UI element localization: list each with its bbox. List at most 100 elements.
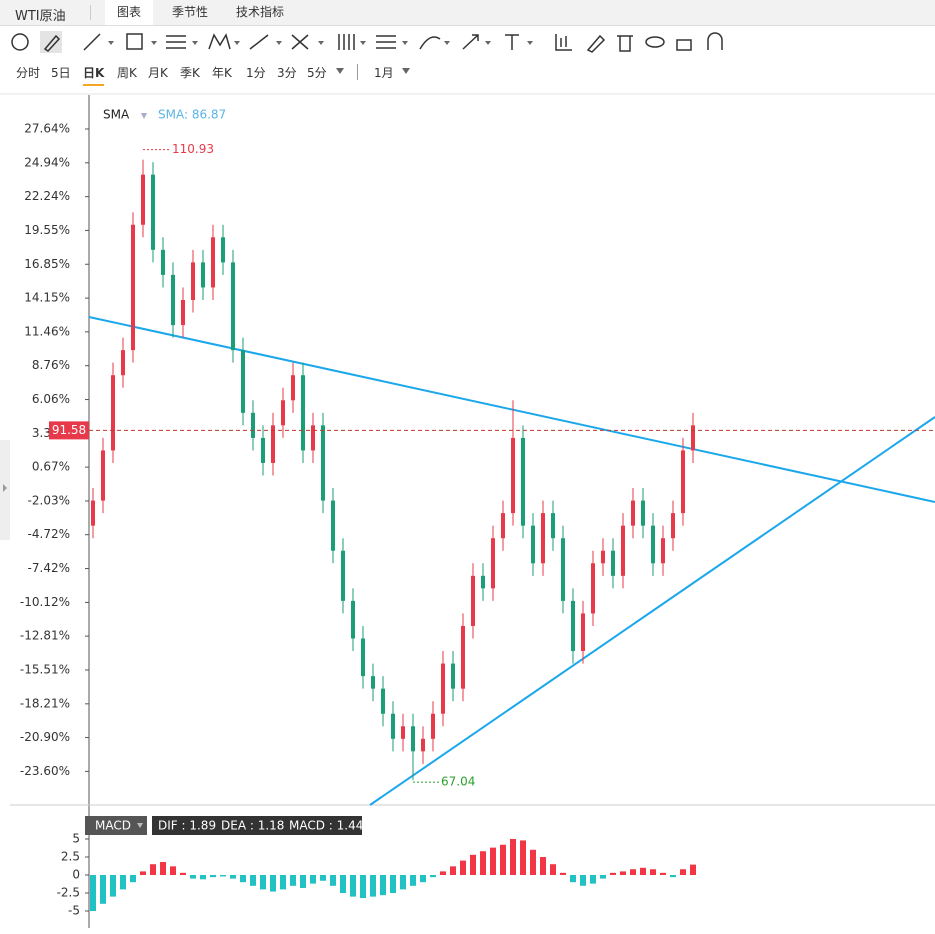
period-button[interactable]: 日K (83, 64, 105, 86)
macd-bar (250, 874, 256, 886)
y-tick-label: -10.12% (20, 595, 70, 609)
period-button[interactable]: 分时 (16, 66, 41, 80)
macd-bar (570, 874, 576, 883)
tool-icon[interactable] (83, 33, 101, 51)
candle-body (581, 613, 585, 652)
tool-icon[interactable] (419, 36, 441, 50)
macd-bar (420, 874, 426, 883)
candle-body (621, 525, 625, 576)
candle-body (481, 575, 485, 589)
y-tick-label: -7.42% (28, 561, 70, 575)
tool-icon[interactable] (376, 35, 396, 49)
tab[interactable]: 季节性 (172, 5, 209, 19)
macd-bar (210, 874, 216, 878)
macd-bar (260, 874, 266, 890)
tool-icon[interactable] (291, 34, 309, 50)
candle-body (351, 600, 355, 639)
period-button[interactable]: 周K (117, 66, 137, 80)
dropdown-arrows[interactable] (108, 41, 533, 45)
tool-icon[interactable] (338, 34, 355, 50)
period-button[interactable]: 季K (180, 66, 200, 80)
tool-icon[interactable] (586, 34, 606, 53)
candle-body (281, 400, 285, 426)
tool-icon[interactable] (617, 35, 633, 52)
period-button[interactable]: 年K (212, 66, 232, 80)
macd-bar (150, 864, 156, 875)
dropdown-arrows[interactable] (336, 68, 410, 74)
macd-bar (490, 847, 496, 875)
candle-body (121, 350, 125, 376)
candle-body (131, 224, 135, 351)
y-tick-label: -23.60% (20, 764, 70, 778)
candle-body (421, 738, 425, 752)
tab[interactable]: 技术指标 (236, 5, 285, 19)
tool-icon[interactable] (43, 34, 61, 52)
tool-icon[interactable] (249, 34, 269, 50)
candle-body (201, 262, 205, 288)
macd-bar (320, 874, 326, 881)
candle-body (331, 500, 335, 551)
trend-line[interactable] (369, 416, 935, 806)
macd-bar (510, 838, 516, 875)
range-select[interactable]: 1月 (374, 66, 394, 80)
candle-body (451, 663, 455, 689)
macd-bar (600, 874, 606, 879)
y-tick-label: -5 (68, 904, 80, 918)
y-tick-label: 6.06% (32, 392, 70, 406)
tool-icon[interactable] (462, 34, 479, 50)
y-tick-label: 16.85% (24, 257, 70, 271)
tool-icon[interactable] (126, 33, 143, 50)
toolbar (11, 31, 723, 53)
macd-bar (400, 874, 406, 890)
tool-icon[interactable] (11, 33, 29, 51)
period-button[interactable]: 月K (148, 66, 168, 80)
macd-bar (370, 874, 376, 897)
y-tick-label: 19.55% (24, 223, 70, 237)
candle-body (401, 726, 405, 739)
macd-button[interactable] (85, 816, 147, 835)
candle-body (461, 625, 465, 689)
tool-icon[interactable] (707, 32, 723, 50)
y-tick-label: 8.76% (32, 358, 70, 372)
period-button[interactable]: 1分 (246, 66, 266, 80)
separator (357, 64, 358, 80)
tool-icon[interactable] (555, 34, 572, 51)
period-button[interactable]: 5日 (51, 66, 71, 80)
candle-body (241, 350, 245, 413)
instrument-title: WTI原油 (15, 9, 66, 24)
macd-bar (540, 856, 546, 875)
macd-bar (520, 840, 526, 875)
macd-bar (220, 874, 226, 877)
macd-bar (120, 874, 126, 890)
candle-body (681, 450, 685, 514)
period-button[interactable]: 3分 (277, 66, 297, 80)
macd-bar (630, 869, 636, 875)
candle-body (91, 500, 95, 526)
candle-body (601, 550, 605, 564)
macd-bar (190, 874, 196, 879)
dropdown-arrow[interactable] (141, 113, 147, 119)
trend-line[interactable] (88, 316, 935, 503)
macd-bar (440, 871, 446, 875)
tool-icon[interactable] (505, 34, 519, 50)
candle-body (171, 274, 175, 326)
tool-icon[interactable] (208, 33, 231, 50)
macd-bar (660, 872, 666, 875)
macd-bar (590, 874, 596, 884)
tool-icon[interactable] (645, 36, 665, 48)
dropdown-arrow[interactable] (137, 823, 143, 828)
tool-icon[interactable] (166, 35, 186, 49)
tab[interactable]: 图表 (105, 0, 154, 25)
candle-body (571, 600, 575, 652)
side-arrow (3, 484, 7, 492)
period-button[interactable]: 5分 (307, 66, 327, 80)
candle-body (361, 638, 365, 677)
tool-icon[interactable] (676, 39, 692, 51)
indicator-value: SMA: 86.87 (158, 108, 226, 122)
price-tag-label: 91.58 (52, 423, 86, 437)
macd-bar (90, 874, 96, 912)
candle-body (431, 713, 435, 739)
macd-bar (530, 849, 536, 875)
y-tick-label: -15.51% (20, 662, 70, 676)
